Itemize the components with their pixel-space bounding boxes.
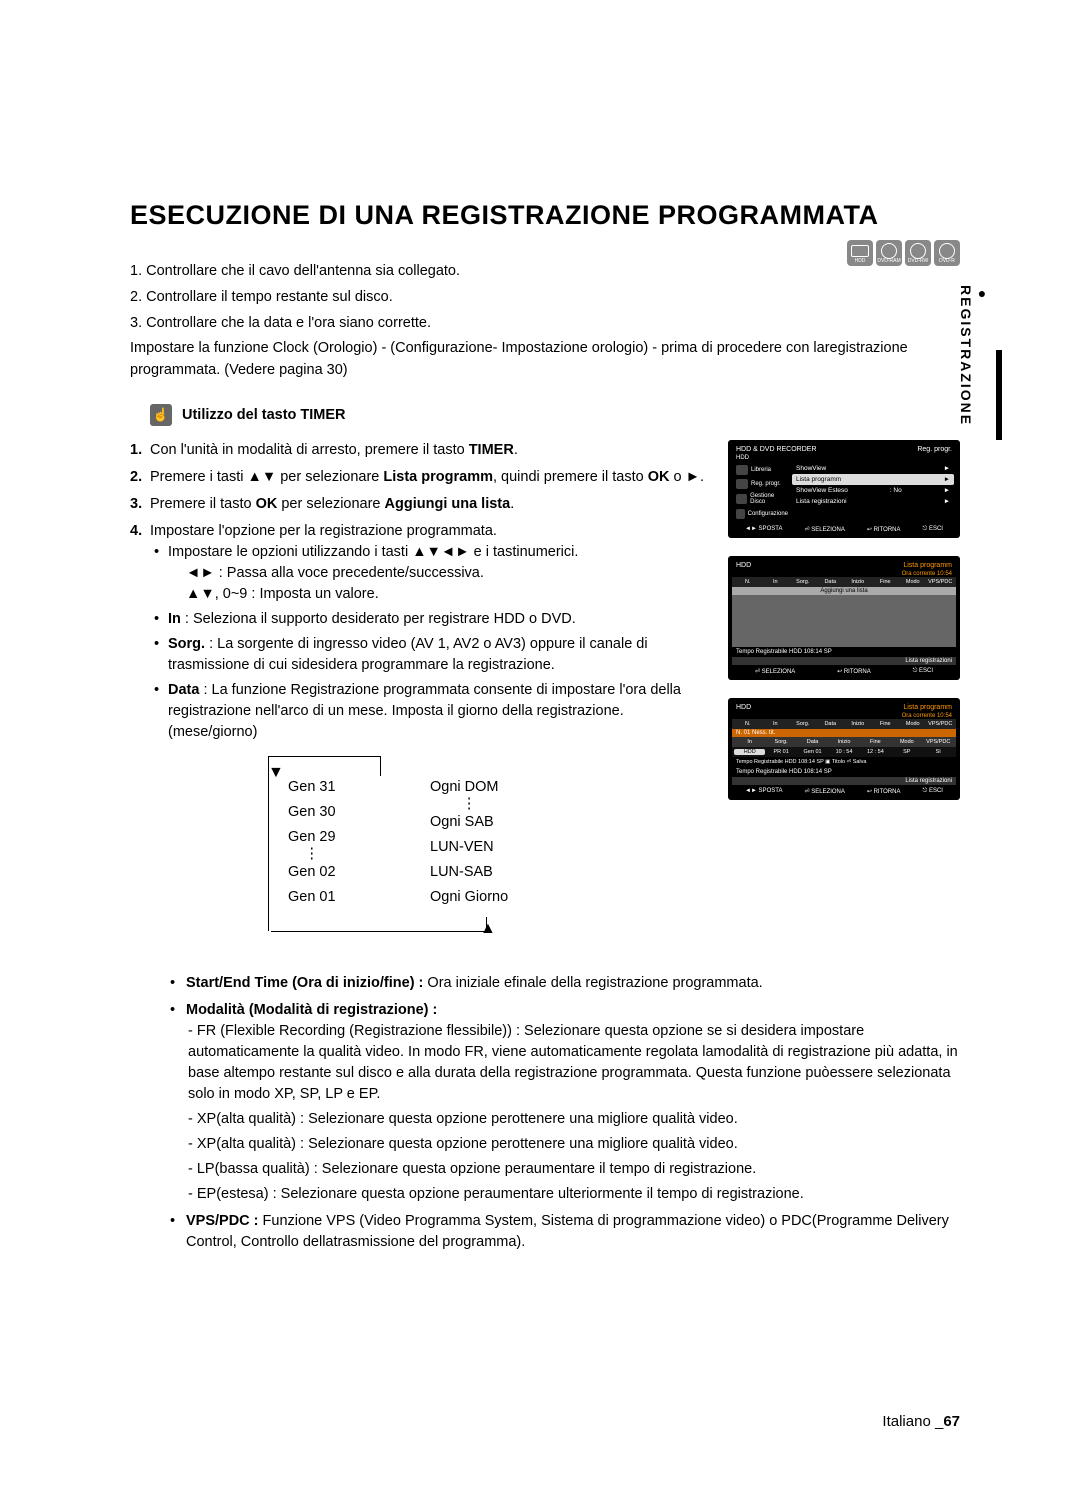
bullet-1: Impostare le opzioni utilizzando i tasti… [168,542,710,605]
right-column: HDD & DVD RECORDER Reg. progr. HDD Libre… [728,440,960,949]
osd-menu-screenshot: HDD & DVD RECORDER Reg. progr. HDD Libre… [728,440,960,538]
hdd-icon: HDD [847,240,873,266]
mode-xp-2: - XP(alta qualità) : Selezionare questa … [188,1134,960,1155]
mode-ep: - EP(estesa) : Selezionare questa opzion… [188,1184,960,1205]
arrow-up-icon: ▲ [480,917,496,940]
bullet-4: Data : La funzione Registrazione program… [168,680,710,743]
date-col-right: Ogni DOM ⋮ Ogni SAB LUN-VEN LUN-SAB Ogni… [430,777,508,912]
hand-icon: ☝ [150,404,172,426]
disc-icon-row: HDD DVD-RAM DVD-RW DVD-R [847,240,960,266]
left-column: Con l'unità in modalità di arresto, prem… [130,440,710,949]
step-3: Premere il tasto OK per selezionare Aggi… [150,494,710,515]
step-4: Impostare l'opzione per la registrazione… [150,521,710,743]
section-label: ☝ Utilizzo del tasto TIMER [150,404,960,426]
intro-step-3: 3. Controllare che la data e l'ora siano… [130,313,960,335]
side-tab: REGISTRAZIONE [958,285,990,426]
lower-b2: Modalità (Modalità di registrazione) : -… [186,1000,960,1205]
date-diagram: ▼ ▲ Gen 31 Gen 30 Gen 29 ⋮ Gen 02 Gen 01… [250,759,550,949]
mode-xp-1: - XP(alta qualità) : Selezionare questa … [188,1109,960,1130]
step-2: Premere i tasti ▲▼ per selezionare Lista… [150,467,710,488]
step-1: Con l'unità in modalità di arresto, prem… [150,440,710,461]
dvd-rw-icon: DVD-RW [905,240,931,266]
intro-step-1: 1. Controllare che il cavo dell'antenna … [130,261,960,283]
intro-step-2: 2. Controllare il tempo restante sul dis… [130,287,960,309]
page-footer: Italiano _67 [882,1413,960,1430]
intro-note: Impostare la funzione Clock (Orologio) -… [130,338,960,382]
mode-lp: - LP(bassa qualità) : Selezionare questa… [188,1159,960,1180]
lower-b1: Start/End Time (Ora di inizio/fine) : Or… [186,973,960,994]
dvd-r-icon: DVD-R [934,240,960,266]
page-heading: ESECUZIONE DI UNA REGISTRAZIONE PROGRAMM… [130,200,960,231]
side-marker [996,350,1002,440]
bullet-2: In : Seleziona il supporto desiderato pe… [168,609,710,630]
lower-bullets: Start/End Time (Ora di inizio/fine) : Or… [130,973,960,1253]
date-col-left: Gen 31 Gen 30 Gen 29 ⋮ Gen 02 Gen 01 [288,777,336,912]
arrow-down-icon: ▼ [268,761,284,784]
lower-b3: VPS/PDC : Funzione VPS (Video Programma … [186,1211,960,1253]
osd-list-empty-screenshot: HDD Lista programm Ora corrente 10:54 N.… [728,556,960,680]
osd-list-edit-screenshot: HDD Lista programm Ora corrente 10:54 N.… [728,698,960,800]
dvd-ram-icon: DVD-RAM [876,240,902,266]
intro-block: 1. Controllare che il cavo dell'antenna … [130,261,960,382]
mode-fr: - FR (Flexible Recording (Registrazione … [188,1021,960,1105]
bullet-3: Sorg. : La sorgente di ingresso video (A… [168,634,710,676]
section-label-text: Utilizzo del tasto TIMER [182,407,346,423]
